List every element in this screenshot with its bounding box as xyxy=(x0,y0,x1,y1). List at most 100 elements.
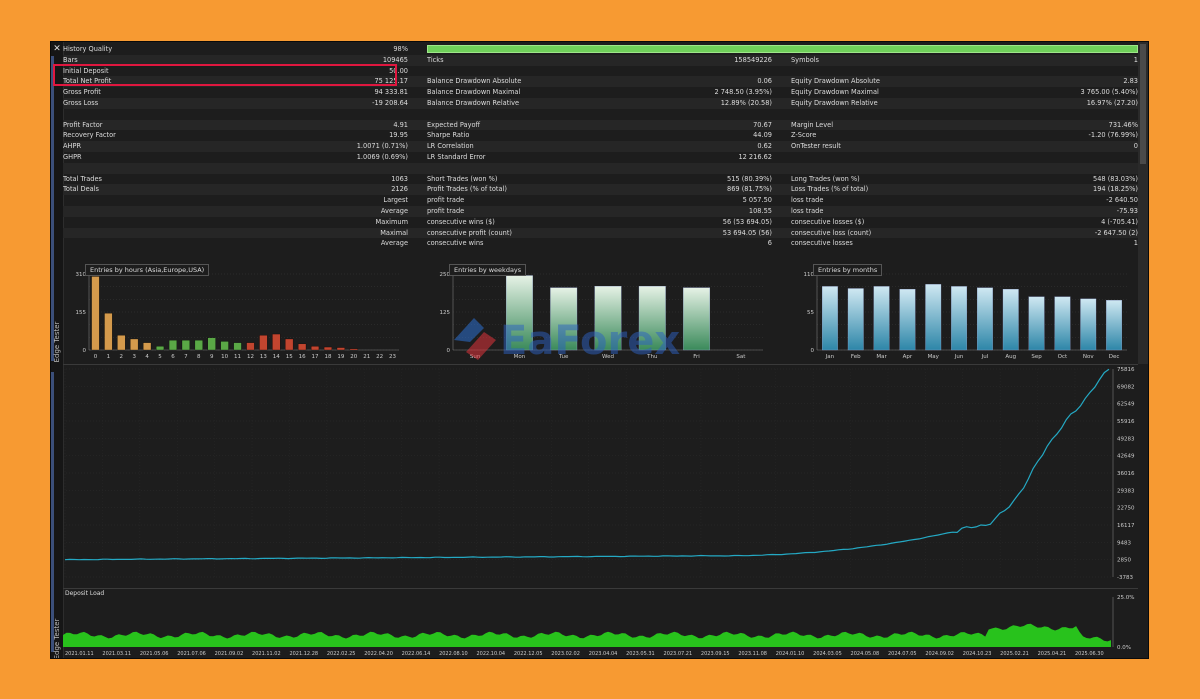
x-tick-label: Dec xyxy=(1109,354,1120,360)
stats-row: Recovery Factor 19.95 Sharpe Ratio 44.09 Z-S… xyxy=(63,130,1138,141)
bar xyxy=(1080,298,1097,351)
stat-value: 44.09 xyxy=(753,131,772,140)
bar xyxy=(168,340,177,351)
bar xyxy=(1106,300,1122,351)
stat-label: consecutive loss (count) xyxy=(791,228,872,237)
x-tick-label: 2023.02.02 xyxy=(551,651,580,657)
sidebar-tab-label-lower[interactable]: Edge Tester xyxy=(53,618,61,659)
sidebar-accent-lower xyxy=(51,372,54,652)
x-tick-label: Mon xyxy=(514,354,526,360)
bar xyxy=(505,275,533,351)
bar xyxy=(285,338,294,351)
x-tick-label: Nov xyxy=(1083,354,1094,360)
balance-equity-chart: 75816 69082 62549 55916 49283 42649 36016 29383… xyxy=(63,364,1138,589)
history-quality-bar xyxy=(427,45,1138,53)
x-tick-label: 2021.05.06 xyxy=(140,651,169,657)
stat-label: consecutive losses xyxy=(791,239,853,248)
weekdays-svg: 2501250SunMonTueWedThuFriSat xyxy=(440,272,763,360)
stat-label: Short Trades (won %) xyxy=(427,174,498,183)
stat-value: Maximum xyxy=(375,217,409,226)
stat-label: profit trade xyxy=(427,206,465,215)
x-tick-label: 2024.03.05 xyxy=(813,651,842,657)
scrollbar-thumb[interactable] xyxy=(1140,44,1146,164)
stat-label: Expected Payoff xyxy=(427,120,481,129)
y-tick-label: 0 xyxy=(447,348,451,354)
stat-value: Largest xyxy=(383,196,408,205)
bar xyxy=(117,335,126,351)
stat-label: Long Trades (won %) xyxy=(791,174,860,183)
x-tick-label: 2024.10.23 xyxy=(963,651,992,657)
stat-value: 70.67 xyxy=(753,120,772,129)
x-tick-label: 2023.09.15 xyxy=(701,651,730,657)
stat-label: Balance Drawdown Maximal xyxy=(427,88,521,97)
x-tick-label: 2021.12.28 xyxy=(289,651,318,657)
x-tick-label: 2023.04.04 xyxy=(589,651,618,657)
bar xyxy=(91,276,100,351)
x-tick-label: 2024.05.08 xyxy=(851,651,880,657)
x-tick-label: 2023.11.08 xyxy=(738,651,767,657)
stats-row: Total Trades 1063 Short Trades (won %) 515 … xyxy=(63,174,1138,185)
x-tick-label: 2021.01.11 xyxy=(65,651,94,657)
y-tick-label: 0 xyxy=(811,348,815,354)
chart-entries-by-months: 110 55 0 Jan Feb Mar Apr May Jun Jul Aug Sep Oct Nov D… xyxy=(791,264,1137,362)
stat-label: Total Deals xyxy=(63,185,99,194)
stat-label: Gross Profit xyxy=(63,88,101,97)
stat-value: -75.93 xyxy=(1116,206,1138,215)
stat-value: 5 057.50 xyxy=(742,196,772,205)
x-tick-label: Wed xyxy=(602,354,614,360)
bar xyxy=(311,346,320,351)
chart-entries-by-weekdays: 2501250SunMonTueWedThuFriSat Entries by … xyxy=(427,264,773,362)
stat-value: Average xyxy=(380,239,408,248)
months-svg: 110 55 0 Jan Feb Mar Apr May Jun Jul Aug Sep Oct Nov D… xyxy=(804,272,1127,360)
bar xyxy=(220,341,229,351)
y-tick-label: 69082 xyxy=(1117,384,1135,390)
stat-value: 548 (83.03%) xyxy=(1093,174,1138,183)
y-tick-label: 36016 xyxy=(1117,471,1135,477)
vertical-scrollbar[interactable] xyxy=(1138,42,1148,364)
close-icon[interactable]: ✕ xyxy=(53,44,61,54)
bar xyxy=(298,343,307,351)
sidebar-tab-label[interactable]: Edge Tester xyxy=(53,321,61,363)
bar xyxy=(194,340,203,351)
equity-svg: 75816 69082 62549 55916 49283 42649 36016 29383… xyxy=(63,367,1135,581)
stat-label: consecutive wins xyxy=(427,239,484,248)
stats-row: Bars 109465 Ticks 158549226 Symbols 1 xyxy=(63,54,1138,66)
stat-label: Equity Drawdown Relative xyxy=(791,98,878,107)
x-tick-label: 2022.10.04 xyxy=(476,651,505,657)
stat-label: Balance Drawdown Relative xyxy=(427,98,520,107)
stats-row xyxy=(63,162,1138,174)
stat-label: loss trade xyxy=(791,196,824,205)
stats-row: Average consecutive wins 6 consecutive loss… xyxy=(63,238,1138,249)
bar xyxy=(207,337,216,351)
stat-label: Ticks xyxy=(427,55,444,64)
x-tick-label: 2021.11.02 xyxy=(252,651,281,657)
stat-label: LR Correlation xyxy=(427,142,474,151)
bar xyxy=(977,287,993,351)
x-tick-label: Fri xyxy=(693,354,700,360)
stats-row xyxy=(63,109,1138,120)
stat-value: 19.95 xyxy=(389,131,408,140)
x-tick-label: 2022.12.05 xyxy=(514,651,543,657)
bar xyxy=(951,286,967,351)
stat-value: 108.55 xyxy=(748,206,772,215)
x-tick-label: 2024.09.02 xyxy=(925,651,954,657)
x-tick-label: 2025.04.21 xyxy=(1038,651,1067,657)
bar xyxy=(246,342,255,351)
x-tick-label: 8 xyxy=(197,354,201,360)
y-tick-label: 55 xyxy=(807,310,814,316)
deposit-bottom-label: 0.0% xyxy=(1117,645,1131,651)
stat-label: profit trade xyxy=(427,196,465,205)
stat-value: 12 216.62 xyxy=(738,152,772,161)
stat-value: 194 (18.25%) xyxy=(1093,185,1138,194)
stat-value: 0.06 xyxy=(757,77,772,86)
x-tick-label: 6 xyxy=(171,354,175,360)
y-tick-label: 9483 xyxy=(1117,540,1131,546)
stat-value: Maximal xyxy=(380,228,408,237)
bar xyxy=(638,286,666,351)
x-tick-label: 5 xyxy=(158,354,162,360)
stat-value: 75 125.17 xyxy=(374,77,408,86)
x-tick-label: 17 xyxy=(312,354,319,360)
x-tick-label: 2024.07.05 xyxy=(888,651,917,657)
x-tick-label: Sat xyxy=(736,354,746,360)
stats-row: Maximal consecutive profit (count) 53 694.… xyxy=(63,227,1138,239)
